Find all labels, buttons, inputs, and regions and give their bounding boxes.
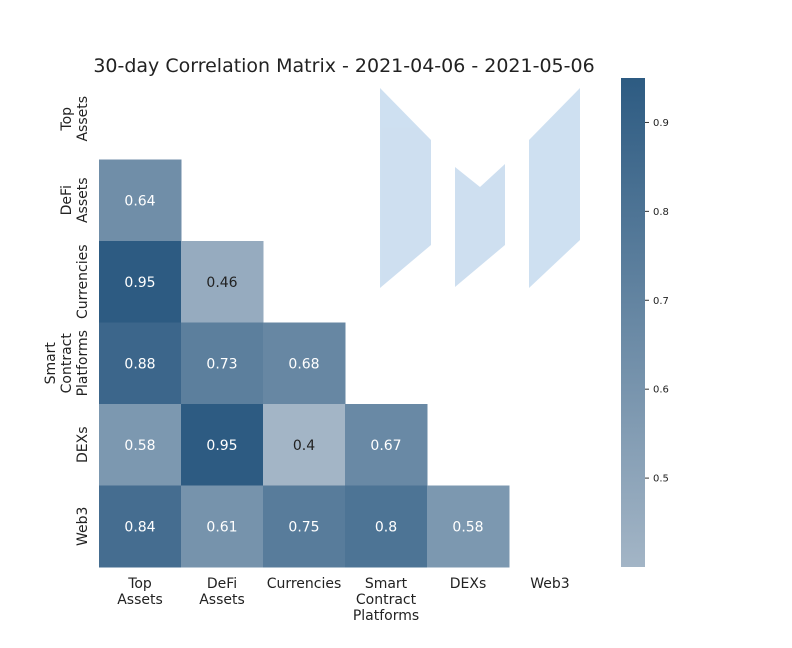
- heatmap-cell: [99, 322, 182, 405]
- x-tick-label-line: Web3: [530, 576, 569, 592]
- heatmap-cell-value: 0.58: [124, 438, 155, 454]
- y-tick-label-line: Contract: [59, 333, 75, 394]
- x-tick-label-line: Smart: [365, 576, 408, 592]
- heatmap-cell: [181, 485, 264, 568]
- x-tick-label: Top Assets: [117, 576, 163, 608]
- heatmap-cell-value: 0.64: [124, 193, 155, 209]
- heatmap-cell-value: 0.8: [375, 519, 397, 535]
- colorbar-tick-label: 0.6: [653, 385, 669, 396]
- x-tick-label-line: DeFi: [207, 576, 237, 592]
- heatmap-cell-value: 0.88: [124, 356, 155, 372]
- x-tick-label: Web3: [530, 576, 569, 592]
- y-tick-label-line: Assets: [75, 177, 91, 223]
- y-tick-label-line: Smart: [43, 342, 59, 385]
- y-tick-label: DEXs: [75, 426, 91, 463]
- y-tick-label-line: Platforms: [75, 330, 91, 396]
- y-tick-label-line: Top: [59, 107, 75, 132]
- y-tick-label-line: Assets: [75, 96, 91, 142]
- heatmap-cell-value: 0.4: [293, 438, 315, 454]
- x-tick-label-line: Currencies: [267, 576, 342, 592]
- heatmap-cell-value: 0.46: [206, 275, 237, 291]
- heatmap-cell-value: 0.68: [288, 356, 319, 372]
- heatmap-cell-value: 0.75: [288, 519, 319, 535]
- y-tick-label: Top Assets: [59, 96, 91, 142]
- heatmap-cell: [263, 485, 346, 568]
- x-tick-label-line: Assets: [199, 592, 245, 608]
- watermark-logo: [380, 88, 580, 288]
- heatmap-cell-value: 0.95: [206, 438, 237, 454]
- colorbar-tick-label: 0.7: [653, 296, 669, 307]
- colorbar-tick-label: 0.8: [653, 207, 669, 218]
- y-tick-label-line: DEXs: [75, 426, 91, 463]
- heatmap-cell: [99, 159, 182, 242]
- heatmap-cell-value: 0.58: [452, 519, 483, 535]
- x-tick-label: DEXs: [450, 576, 487, 592]
- heatmap-cell: [181, 322, 264, 405]
- colorbar-tick-label: 0.9: [653, 118, 669, 129]
- heatmap-cell-value: 0.73: [206, 356, 237, 372]
- heatmap-cell: [99, 485, 182, 568]
- heatmap-cells: [99, 159, 510, 568]
- y-tick-label: Web3: [75, 507, 91, 546]
- heatmap-cell-labels: 0.64 0.95 0.46 0.88 0.73 0.68 0.58 0.95 0.4 0.67 0…: [124, 193, 483, 535]
- heatmap-cell: [99, 241, 182, 323]
- heatmap-cell-value: 0.84: [124, 519, 155, 535]
- watermark-right-stroke: [529, 88, 580, 288]
- heatmap-cell-value: 0.61: [206, 519, 237, 535]
- y-tick-label: DeFi Assets: [59, 177, 91, 223]
- heatmap-cell: [345, 485, 428, 568]
- watermark-middle-stroke: [455, 164, 505, 287]
- heatmap-cell: [263, 322, 346, 405]
- x-tick-label: Smart Contract Platforms: [353, 576, 419, 624]
- heatmap-cell: [99, 404, 182, 486]
- y-tick-label-line: Web3: [75, 507, 91, 546]
- colorbar: 0.5 0.6 0.7 0.8 0.9: [621, 78, 669, 567]
- x-tick-label-line: Assets: [117, 592, 163, 608]
- y-tick-label: Currencies: [75, 244, 91, 319]
- y-tick-label: Smart Contract Platforms: [43, 330, 91, 396]
- heatmap-cell: [181, 241, 264, 323]
- colorbar-tick-label: 0.5: [653, 474, 669, 485]
- x-tick-label-line: Contract: [356, 592, 417, 608]
- colorbar-ticks: 0.5 0.6 0.7 0.8 0.9: [645, 118, 669, 485]
- watermark-left-stroke: [380, 88, 431, 288]
- heatmap-cell-value: 0.95: [124, 275, 155, 291]
- y-tick-label-line: Currencies: [75, 244, 91, 319]
- x-tick-label: Currencies: [267, 576, 342, 592]
- heatmap-cell: [263, 404, 346, 486]
- colorbar-gradient: [621, 78, 645, 567]
- x-tick-label-line: DEXs: [450, 576, 487, 592]
- x-tick-label: DeFi Assets: [199, 576, 245, 608]
- chart-title: 30-day Correlation Matrix - 2021-04-06 -…: [93, 55, 594, 77]
- heatmap-cell: [181, 404, 264, 486]
- heatmap-cell-value: 0.67: [370, 438, 401, 454]
- x-tick-label-line: Top: [127, 576, 152, 592]
- heatmap-cell: [345, 404, 428, 486]
- heatmap-cell: [427, 485, 510, 568]
- x-tick-label-line: Platforms: [353, 608, 419, 624]
- y-tick-label-line: DeFi: [59, 185, 75, 215]
